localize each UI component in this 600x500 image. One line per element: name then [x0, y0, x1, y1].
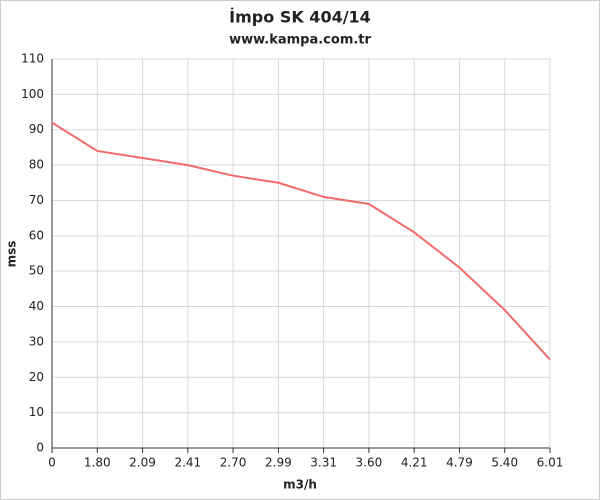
chart-subtitle: www.kampa.com.tr — [229, 33, 371, 48]
x-axis-label: m3/h — [283, 478, 317, 492]
x-tick-label: 0 — [48, 456, 56, 470]
y-tick-label: 0 — [36, 441, 44, 455]
y-tick-label: 30 — [29, 334, 44, 348]
x-tick-label: 4.21 — [401, 456, 428, 470]
x-tick-label: 1.80 — [84, 456, 111, 470]
x-tick-label: 4.79 — [446, 456, 473, 470]
y-axis-label: mss — [5, 241, 19, 268]
y-tick-label: 40 — [29, 299, 44, 313]
y-tick-label: 80 — [29, 158, 44, 172]
x-tick-label: 3.31 — [310, 456, 337, 470]
y-tick-label: 20 — [29, 370, 44, 384]
y-tick-label: 10 — [29, 405, 44, 419]
y-tick-label: 90 — [29, 122, 44, 136]
y-tick-label: 70 — [29, 193, 44, 207]
y-tick-label: 100 — [21, 87, 44, 101]
y-tick-label: 110 — [21, 52, 44, 66]
x-tick-label: 2.99 — [265, 456, 292, 470]
y-tick-label: 50 — [29, 264, 44, 278]
data-line — [51, 121, 551, 361]
x-tick-label: 2.41 — [174, 456, 201, 470]
y-tick-label: 60 — [29, 228, 44, 242]
x-tick-label: 2.09 — [129, 456, 156, 470]
x-tick-label: 2.70 — [220, 456, 247, 470]
x-tick-label: 6.01 — [537, 456, 564, 470]
x-tick-label: 5.40 — [491, 456, 518, 470]
x-tick-label: 3.60 — [356, 456, 383, 470]
chart-title: İmpo SK 404/14 — [229, 8, 371, 27]
